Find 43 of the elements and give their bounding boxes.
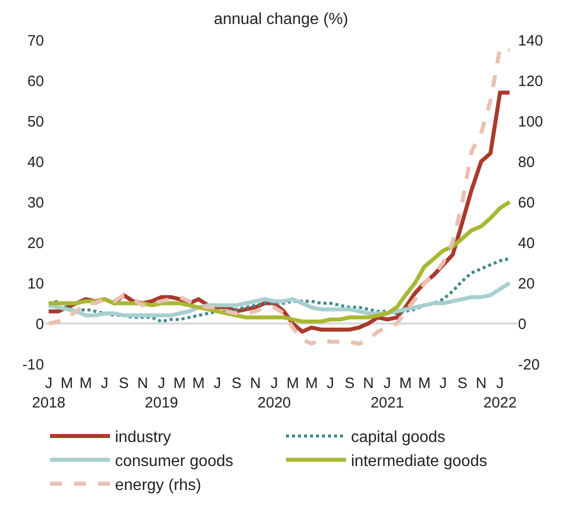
y-tick-label: 40 [27,154,44,171]
y-tick-label: -10 [22,356,44,374]
x-tick-label: S [344,375,355,392]
y2-tick-label: 100 [518,113,544,130]
y2-tick-label: 140 [518,32,544,50]
x-tick-label: J [100,375,108,392]
y-tick-label: 20 [27,234,44,252]
legend-label: intermediate goods [351,453,488,470]
y2-tick-label: 60 [518,194,535,212]
x-tick-label: N [476,375,487,392]
y2-tick-label: 40 [518,234,535,252]
y2-tick-label: 80 [518,154,535,171]
y-tick-label: 10 [27,275,44,292]
chart-title: annual change (%) [214,11,348,28]
line-series [46,200,512,324]
x-tick-label: S [118,375,129,392]
x-tick-label: J [439,375,447,392]
x-tick-label: N [137,375,148,392]
y-tick-label: 0 [36,316,44,333]
y-tick-label: 60 [27,72,44,90]
x-tick-label: S [457,375,468,392]
y2-tick-label: 0 [518,316,526,333]
line-series [46,46,512,346]
y2-tick-label: 120 [518,72,544,90]
legend-label: industry [115,429,172,446]
x-tick-label: N [363,375,374,392]
x-tick-label: M [192,375,205,392]
x-tick-label: M [418,375,431,392]
x-tick-label: M [80,375,92,392]
y-tick-label: 30 [27,194,44,212]
line-series [46,281,512,318]
x-tick-label: J [326,375,334,392]
x-tick-label: M [305,375,318,392]
y-tick-label: 70 [27,32,44,50]
y2-tick-label: -20 [518,356,540,374]
x-tick-label: S [232,375,242,392]
y2-tick-label: 20 [518,275,535,292]
legend-label: consumer goods [115,453,234,470]
y-tick-label: 50 [27,113,44,130]
x-tick-label: J [214,375,222,392]
x-tick-label: N [250,375,261,392]
legend-label: capital goods [351,429,446,446]
legend-label: energy (rhs) [115,476,202,494]
